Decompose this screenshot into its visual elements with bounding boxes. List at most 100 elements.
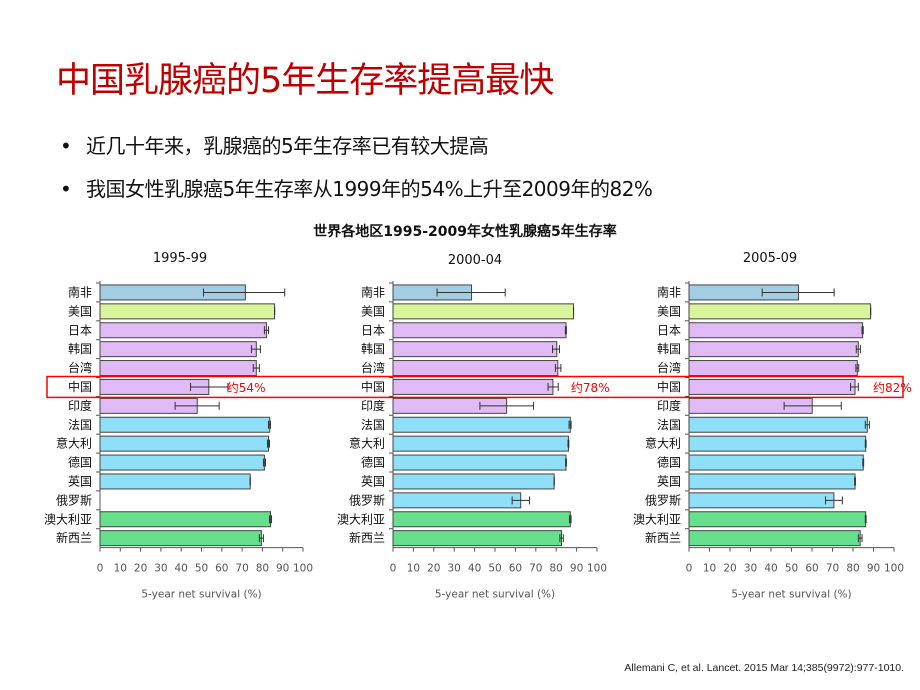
category-label: 中国: [68, 379, 92, 394]
x-tick-label: 20: [723, 563, 736, 575]
x-axis-title: 5-year net survival (%): [435, 589, 555, 601]
bar: [392, 454, 567, 471]
bullet-dot: •: [60, 177, 72, 201]
x-tick-label: 70: [826, 563, 839, 575]
x-tick-label: 60: [509, 563, 522, 575]
category-label: 日本: [657, 323, 681, 337]
category-label: 法国: [657, 418, 681, 432]
category-label: 日本: [68, 323, 92, 337]
bar: [688, 530, 861, 547]
panel-period-label: 1995-99: [153, 251, 207, 266]
bullet-item: • 我国女性乳腺癌5年生存率从1999年的54%上升至2009年的82%: [60, 173, 653, 202]
category-label: 法国: [68, 418, 92, 432]
x-tick-label: 0: [686, 563, 693, 575]
x-tick-label: 40: [764, 563, 777, 575]
category-label: 德国: [68, 455, 92, 470]
bar: [99, 303, 276, 320]
category-label: 新西兰: [56, 530, 92, 545]
bullet-text: 我国女性乳腺癌5年生存率从1999年的54%上升至2009年的82%: [86, 177, 653, 201]
highlight-annotation: 约82%: [873, 380, 912, 395]
category-label: 俄罗斯: [56, 493, 92, 507]
x-tick-label: 20: [134, 563, 147, 575]
bar: [688, 360, 858, 377]
category-label: 韩国: [361, 341, 385, 356]
category-label: 意大利: [56, 436, 92, 451]
category-label: 澳大利亚: [337, 512, 385, 526]
bar: [99, 435, 269, 452]
category-label: 日本: [361, 323, 385, 337]
category-label: 台湾: [361, 360, 385, 375]
x-tick-label: 30: [154, 563, 167, 575]
x-tick-label: 70: [235, 563, 248, 575]
x-tick-label: 30: [744, 563, 757, 575]
bar: [392, 435, 569, 452]
x-tick-label: 40: [468, 563, 481, 575]
category-label: 美国: [361, 304, 385, 318]
bar: [99, 454, 265, 471]
x-tick-label: 90: [867, 563, 880, 575]
category-label: 印度: [657, 398, 681, 413]
bar: [99, 360, 257, 377]
x-tick-label: 20: [427, 563, 440, 575]
category-label: 意大利: [645, 436, 681, 451]
category-label: 俄罗斯: [645, 493, 681, 507]
bar: [392, 303, 575, 320]
bar: [392, 378, 554, 395]
x-tick-label: 90: [276, 563, 289, 575]
category-label: 新西兰: [349, 530, 385, 545]
category-label: 意大利: [349, 436, 385, 451]
category-label: 德国: [657, 455, 681, 470]
bar: [99, 416, 271, 433]
bar: [99, 322, 267, 339]
x-tick-label: 80: [256, 563, 269, 575]
bar: [688, 303, 872, 320]
category-label: 德国: [361, 455, 385, 470]
bar: [99, 473, 251, 490]
category-label: 印度: [361, 398, 385, 413]
bullet-text: 近几十年来，乳腺癌的5年生存率已有较大提高: [86, 134, 489, 158]
bar: [688, 454, 864, 471]
x-tick-label: 100: [884, 563, 904, 575]
category-label: 韩国: [68, 341, 92, 356]
category-label: 澳大利亚: [44, 512, 92, 526]
x-tick-label: 10: [703, 563, 716, 575]
x-tick-label: 40: [175, 563, 188, 575]
x-tick-label: 80: [550, 563, 563, 575]
x-tick-label: 90: [570, 563, 583, 575]
category-label: 俄罗斯: [349, 493, 385, 507]
bar: [688, 492, 835, 509]
category-label: 南非: [68, 284, 92, 299]
x-tick-label: 60: [805, 563, 818, 575]
bar: [688, 435, 867, 452]
x-tick-label: 100: [293, 563, 313, 575]
category-label: 中国: [657, 379, 681, 394]
slide-title: 中国乳腺癌的5年生存率提高最快: [56, 61, 554, 101]
category-label: 韩国: [657, 341, 681, 356]
x-tick-label: 10: [407, 563, 420, 575]
category-label: 南非: [361, 284, 385, 299]
category-label: 美国: [657, 304, 681, 318]
highlight-box: [46, 375, 904, 399]
bar: [688, 473, 856, 490]
bar: [688, 511, 867, 528]
bar: [392, 511, 571, 528]
citation: Allemani C, et al. Lancet. 2015 Mar 14;3…: [624, 662, 904, 674]
highlight-annotation: 约78%: [571, 380, 610, 395]
bar: [688, 341, 859, 358]
highlight-annotation: 约54%: [227, 380, 266, 395]
bullet-item: • 近几十年来，乳腺癌的5年生存率已有较大提高: [60, 130, 489, 159]
x-tick-label: 60: [215, 563, 228, 575]
bar: [392, 416, 571, 433]
category-label: 英国: [68, 474, 92, 488]
panel-period-label: 2000-04: [448, 253, 502, 268]
bar: [392, 530, 563, 547]
category-label: 印度: [68, 398, 92, 413]
x-tick-label: 70: [529, 563, 542, 575]
x-tick-label: 30: [448, 563, 461, 575]
bar: [392, 492, 522, 509]
category-label: 澳大利亚: [633, 512, 681, 526]
bar: [99, 511, 272, 528]
bar: [688, 378, 856, 395]
category-label: 法国: [361, 418, 385, 432]
